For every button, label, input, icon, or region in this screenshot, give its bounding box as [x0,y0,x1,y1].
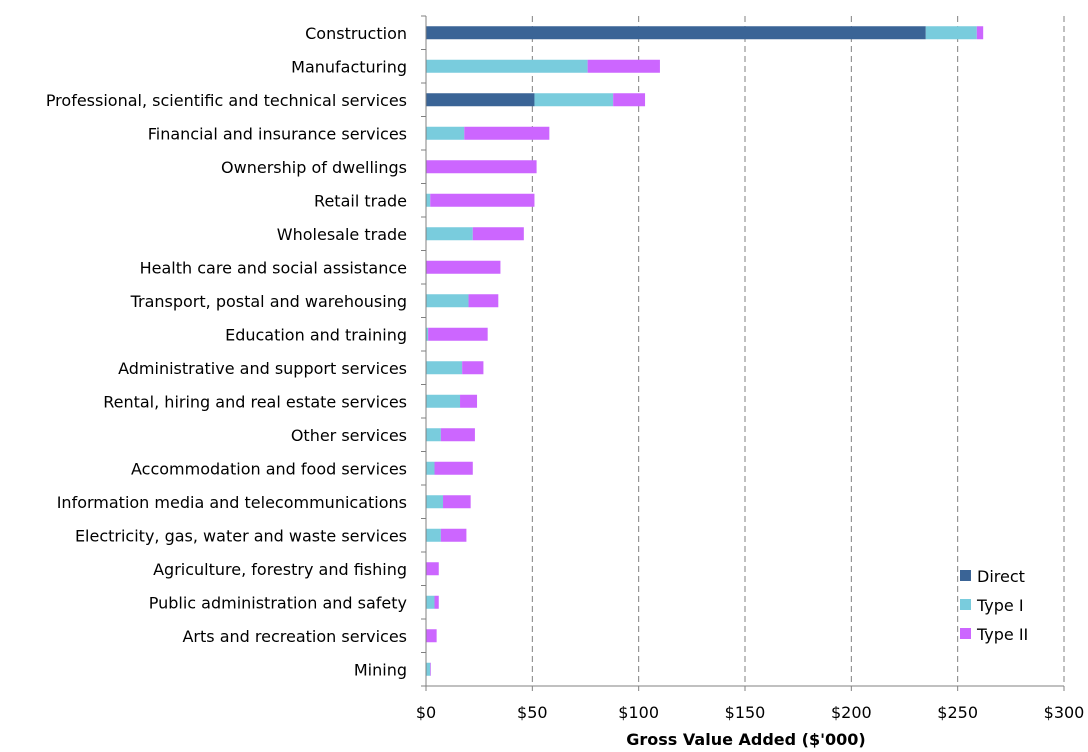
category-label: Transport, postal and warehousing [130,292,407,311]
bar-1-14 [426,495,444,509]
x-tick-labels: $0 $50 $100 $150 $200 $250 $300 [416,703,1085,722]
x-tick-label: $250 [937,703,978,722]
bar-2-3 [464,126,550,140]
bar-1-15 [426,528,441,542]
bar-1-9 [426,327,429,341]
gridlines [531,16,1065,686]
bar-2-15 [440,528,467,542]
bar-2-19 [430,662,431,676]
category-label: Public administration and safety [149,593,407,612]
x-tick-label: $150 [725,703,766,722]
legend-label: Direct [977,567,1025,586]
bar-2-6 [472,227,524,241]
category-label: Retail trade [314,191,407,210]
bar-1-13 [426,461,435,475]
category-label: Electricity, gas, water and waste servic… [75,526,407,545]
category-label: Administrative and support services [118,359,407,378]
bar-1-6 [426,227,473,241]
category-label: Wholesale trade [277,225,407,244]
category-label: Construction [305,24,407,43]
bar-2-1 [587,59,660,73]
bar-1-10 [426,361,463,375]
bar-1-5 [426,193,431,207]
bar-0-2 [426,93,535,107]
bar-2-7 [426,260,501,274]
legend-swatch-2 [960,628,971,639]
x-tick-label: $0 [416,703,436,722]
bar-2-11 [460,394,478,408]
bar-2-13 [434,461,473,475]
category-label: Professional, scientific and technical s… [46,91,407,110]
bar-1-2 [534,93,614,107]
legend-swatch-0 [960,570,971,581]
category-label: Accommodation and food services [131,459,407,478]
bar-2-16 [426,562,439,576]
bar-1-12 [426,428,441,442]
bar-2-17 [434,595,439,609]
category-label: Mining [354,660,407,679]
x-tick-label: $100 [618,703,659,722]
bar-1-17 [426,595,435,609]
category-labels: Construction Manufacturing Professional, s… [46,24,407,680]
bar-1-1 [426,59,588,73]
bar-1-8 [426,294,469,308]
bar-2-18 [426,629,437,643]
category-label: Ownership of dwellings [221,158,407,177]
bar-0-0 [426,26,926,40]
category-label: Health care and social assistance [140,258,407,277]
bar-2-8 [468,294,499,308]
bar-1-3 [426,126,465,140]
category-label: Arts and recreation services [182,627,407,646]
bar-2-14 [443,495,471,509]
axes [421,15,1065,691]
legend-label: Type II [976,625,1028,644]
x-axis-title: Gross Value Added ($'000) [626,730,865,749]
bar-1-0 [925,26,977,40]
x-tick-label: $200 [831,703,872,722]
bar-1-19 [426,662,431,676]
bar-2-2 [613,93,646,107]
bars [426,26,984,676]
bar-1-11 [426,394,461,408]
x-tick-label: $50 [517,703,548,722]
bar-2-0 [976,26,984,40]
category-label: Information media and telecommunications [57,493,407,512]
category-label: Financial and insurance services [148,124,407,143]
category-label: Manufacturing [291,57,407,76]
category-label: Agriculture, forestry and fishing [153,560,407,579]
legend: Direct Type I Type II [960,567,1028,644]
bar-2-12 [440,428,475,442]
legend-swatch-1 [960,599,971,610]
bar-2-4 [426,160,537,174]
category-label: Education and training [225,325,407,344]
category-label: Rental, hiring and real estate services [103,392,407,411]
bar-2-9 [428,327,488,341]
bar-2-5 [430,193,535,207]
x-tick-label: $300 [1044,703,1085,722]
bar-2-10 [462,361,484,375]
category-label: Other services [291,426,407,445]
legend-label: Type I [976,596,1024,615]
